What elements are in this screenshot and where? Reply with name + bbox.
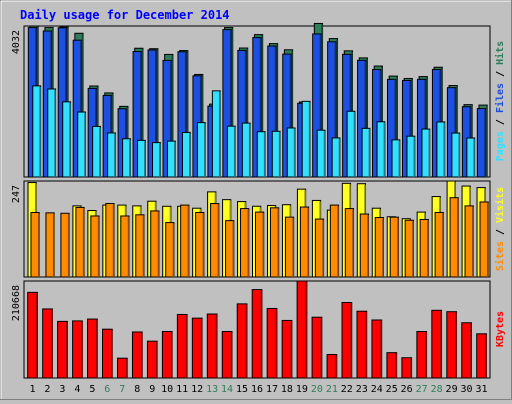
kbytes-bar <box>371 319 383 379</box>
x-tick-label: 11 <box>176 384 188 395</box>
legend-separator: / <box>495 223 506 241</box>
panel-2-legend: Sites / Visits <box>494 187 506 271</box>
kbytes-bar <box>87 318 98 379</box>
x-tick-label: 30 <box>461 384 473 395</box>
x-tick-label: 13 <box>206 384 218 395</box>
panel-2: 247 Sites / Visits <box>11 180 506 278</box>
panel-2-max-label: 247 <box>11 185 22 203</box>
kbytes-bar <box>401 357 413 379</box>
kbytes-bar <box>42 308 53 379</box>
legend-hits: Hits <box>494 41 506 65</box>
x-tick-label: 25 <box>386 384 398 395</box>
legend-separator: / <box>495 65 506 83</box>
x-tick-label: 23 <box>356 384 368 395</box>
x-tick-label: 6 <box>104 384 110 395</box>
x-tick-label: 4 <box>74 384 80 395</box>
kbytes-bar <box>117 357 128 379</box>
x-tick-label: 14 <box>221 384 233 395</box>
panel-3: 210668 KBytes <box>11 280 506 379</box>
legend-pages: Pages <box>495 131 506 161</box>
x-tick-label: 24 <box>371 384 383 395</box>
x-tick-label: 9 <box>149 384 155 395</box>
kbytes-bar <box>57 320 68 379</box>
kbytes-bar <box>131 331 143 379</box>
kbytes-bar <box>206 313 218 379</box>
x-tick-label: 10 <box>161 384 173 395</box>
x-tick-label: 1 <box>29 384 35 395</box>
kbytes-bar <box>476 333 487 379</box>
x-tick-label: 3 <box>59 384 65 395</box>
kbytes-bar <box>146 340 158 379</box>
x-tick-label: 20 <box>311 384 323 395</box>
chart-title: Daily usage for December 2014 <box>20 8 230 22</box>
kbytes-bar <box>221 330 233 379</box>
x-tick-label: 27 <box>416 384 428 395</box>
legend-separator: / <box>495 113 506 131</box>
panels-group: 4032 Pages / Files / Hits 247 Sites / Visit… <box>11 22 506 379</box>
x-axis-labels: 1 2 3 4 5 6 7 8 9 10 11 12 13 14 15 16 17 18 19 20 21 22 23 24 2… <box>29 384 487 395</box>
x-tick-label: 12 <box>191 384 203 395</box>
panel-3-legend: KBytes <box>495 311 506 347</box>
kbytes-bar <box>311 316 323 379</box>
kbytes-bar <box>266 307 278 379</box>
x-tick-label: 29 <box>446 384 458 395</box>
kbytes-bar <box>281 319 293 379</box>
x-tick-label: 8 <box>134 384 140 395</box>
kbytes-bar <box>102 328 113 379</box>
panel-1: 4032 Pages / Files / Hits <box>11 22 506 178</box>
x-tick-label: 18 <box>281 384 293 395</box>
legend-sites: Sites <box>494 241 506 271</box>
x-tick-label: 28 <box>431 384 443 395</box>
x-tick-label: 21 <box>326 384 338 395</box>
kbytes-bar <box>446 311 458 379</box>
x-tick-label: 7 <box>119 384 125 395</box>
kbytes-bar <box>386 352 398 379</box>
kbytes-bar <box>416 330 428 379</box>
kbytes-bar <box>251 289 263 379</box>
x-tick-label: 19 <box>296 384 308 395</box>
x-tick-label: 26 <box>401 384 413 395</box>
x-tick-label: 17 <box>266 384 278 395</box>
panel-1-legend: Pages / Files / Hits <box>494 41 506 161</box>
kbytes-bar <box>341 301 353 379</box>
kbytes-bar <box>326 354 338 379</box>
kbytes-bar <box>27 291 38 379</box>
kbytes-bar <box>236 303 248 379</box>
x-tick-label: 5 <box>89 384 95 395</box>
legend-files: Files <box>494 83 506 113</box>
x-tick-label: 22 <box>341 384 353 395</box>
kbytes-bar <box>72 320 83 379</box>
kbytes-bar <box>461 322 472 379</box>
kbytes-bar <box>356 310 368 379</box>
kbytes-bar <box>161 330 173 379</box>
legend-kbytes: KBytes <box>495 311 506 347</box>
kbytes-bar <box>431 309 443 379</box>
kbytes-bar <box>296 280 308 379</box>
panel-3-max-label: 210668 <box>11 285 22 321</box>
x-tick-label: 31 <box>475 384 487 395</box>
x-tick-label: 15 <box>236 384 248 395</box>
panel-1-max-label: 4032 <box>11 30 22 54</box>
x-tick-label: 2 <box>44 384 50 395</box>
x-tick-label: 16 <box>251 384 263 395</box>
kbytes-bar <box>176 313 188 379</box>
legend-visits: Visits <box>494 187 506 223</box>
kbytes-bar <box>191 317 203 379</box>
